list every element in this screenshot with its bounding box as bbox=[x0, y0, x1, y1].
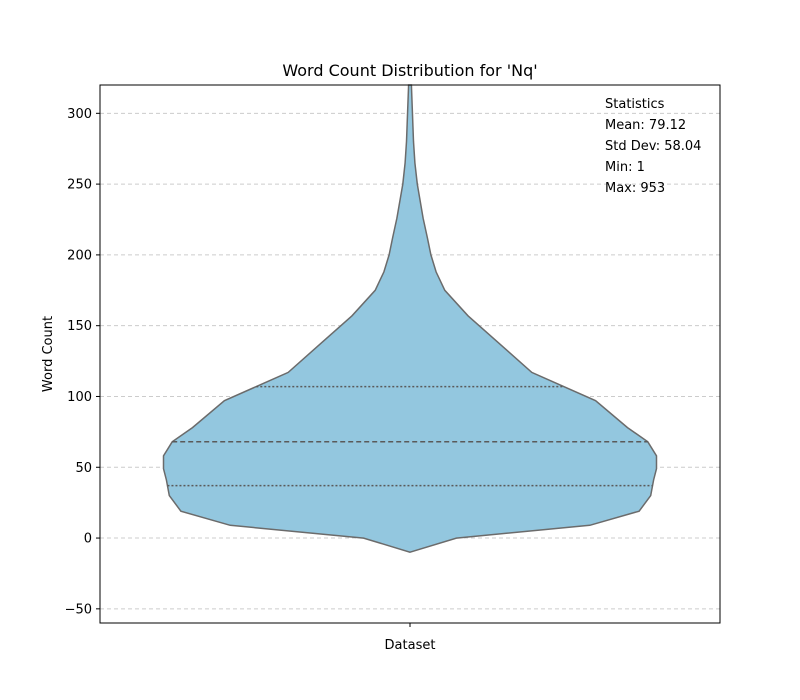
y-tick-label: 150 bbox=[67, 319, 92, 334]
chart-title: Word Count Distribution for 'Nq' bbox=[282, 61, 537, 80]
y-tick-label: 300 bbox=[67, 107, 92, 122]
stats-box: Statistics Mean: 79.12 Std Dev: 58.04 Mi… bbox=[605, 97, 701, 196]
y-tick-label: 0 bbox=[84, 532, 92, 547]
y-tick-label: 250 bbox=[67, 178, 92, 193]
x-axis-label: Dataset bbox=[385, 638, 436, 653]
quartile-lines bbox=[167, 385, 653, 487]
y-axis: −50 0 50 100 150 200 250 300 bbox=[65, 107, 100, 617]
y-tick-label: 200 bbox=[67, 248, 92, 263]
stats-std-dev: Std Dev: 58.04 bbox=[605, 139, 701, 154]
y-tick-label: 50 bbox=[75, 461, 92, 476]
stats-mean: Mean: 79.12 bbox=[605, 118, 686, 133]
stats-max: Max: 953 bbox=[605, 181, 665, 196]
stats-heading: Statistics bbox=[605, 97, 665, 112]
y-axis-label: Word Count bbox=[41, 316, 56, 392]
violin-body bbox=[162, 84, 658, 553]
stats-min: Min: 1 bbox=[605, 160, 645, 175]
y-tick-label: −50 bbox=[65, 602, 92, 617]
y-tick-label: 100 bbox=[67, 390, 92, 405]
